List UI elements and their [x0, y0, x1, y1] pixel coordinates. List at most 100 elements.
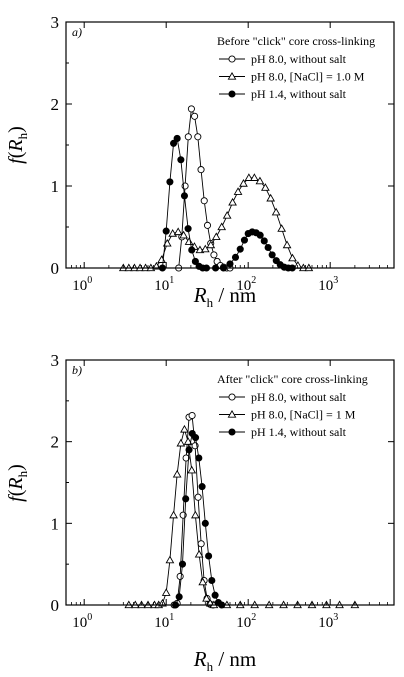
panel-b-legend-label-1: pH 8.0, [NaCl] = 1 M: [251, 408, 356, 422]
panel-b-legend: After "click" core cross-linking pH 8.0,…: [217, 372, 368, 439]
panel-b-legend-item-2: pH 1.4, without salt: [219, 425, 347, 439]
panel-b-y-tick-label-2: 2: [51, 433, 60, 452]
panel-a-legend-marker-0: [229, 56, 235, 62]
panel-b-series-2-point-12: [212, 592, 218, 598]
panel-b-series-2-point-11: [209, 577, 215, 583]
panel-b-y-tick-label-1: 1: [51, 514, 60, 533]
panel-b-legend-title: After "click" core cross-linking: [217, 372, 368, 386]
panel-b-x-tick-label-2: 102: [236, 612, 256, 631]
panel-a-series-2-point-8: [189, 247, 195, 253]
panel-a-y-tick-label-2: 2: [51, 95, 60, 114]
panel-b-series-1-point-11: [177, 440, 184, 446]
panel-a-series-1-point-30: [283, 241, 290, 247]
panel-a-series-0-points: [176, 106, 234, 271]
panel-a-series-1-point-29: [278, 225, 285, 231]
panel-b-series-2-point-8: [199, 483, 205, 489]
panel-a-y-tick-label-0: 0: [51, 259, 60, 278]
panel-a-series-2-point-24: [265, 244, 271, 250]
panel-a-y-tick-label-1: 1: [51, 177, 60, 196]
panel-a-legend-label-1: pH 8.0, [NaCl] = 1.0 M: [251, 70, 365, 84]
panel-b-series-0-point-9: [198, 541, 204, 547]
panel-a-legend-marker-2: [229, 91, 235, 97]
panel-b-legend-item-1: pH 8.0, [NaCl] = 1 M: [219, 408, 356, 422]
panel-b-series-0-point-2: [177, 573, 183, 579]
panel-b-series-1-line: [129, 429, 355, 605]
panel-a-series-2-point-22: [257, 232, 263, 238]
panel-a-legend-label-2: pH 1.4, without salt: [251, 87, 347, 101]
panel-b-series-2-point-6: [192, 434, 198, 440]
panel-a-series-1-point-31: [289, 255, 296, 261]
panel-b-series-1-point-12: [181, 426, 188, 432]
panel-a-series-1-point-27: [267, 195, 274, 201]
panel-b-series-1-point-14: [188, 467, 195, 473]
panel-a-label: a): [72, 25, 82, 39]
panel-a-series-0-point-3: [185, 134, 191, 140]
panel-b-series-1-point-8: [166, 556, 173, 562]
panel-b-series-0-point-6: [189, 412, 195, 418]
panel-b-y-tick-label-3: 3: [51, 351, 60, 370]
panel-a-series-1-point-7: [158, 256, 165, 262]
panel-a-legend-item-1: pH 8.0, [NaCl] = 1.0 M: [219, 70, 365, 84]
panel-b-series-2-point-10: [206, 553, 212, 559]
panel-a-x-axis-label: Rh / nm: [193, 283, 257, 310]
panel-a-series-1-point-10: [175, 228, 182, 234]
panel-b-legend-label-0: pH 8.0, without salt: [251, 390, 347, 404]
panel-a-x-tick-label-3: 103: [318, 275, 338, 294]
panel-a-series-2-point-16: [232, 254, 238, 260]
panel-a-x-tick-label-1: 101: [154, 275, 174, 294]
panel-a-legend-title: Before "click" core cross-linking: [217, 34, 375, 48]
panel-b-x-tick-label-0: 100: [72, 612, 92, 631]
panel-a-series-0-point-11: [211, 252, 217, 258]
panel-a-series-2-point-7: [185, 226, 191, 232]
panel-a-series-1-point-19: [224, 212, 231, 218]
panel-b-label: b): [72, 363, 82, 377]
panel-b-series-2-point-7: [196, 455, 202, 461]
panel-a-series-0-point-9: [204, 222, 210, 228]
panel-a-series-2-point-23: [261, 238, 267, 244]
panel-a-series-2-point-17: [237, 246, 243, 252]
panel-a-legend-item-2: pH 1.4, without salt: [219, 87, 347, 101]
panel-a-series-2-point-6: [181, 193, 187, 199]
panel-a-legend: Before "click" core cross-linking pH 8.0…: [217, 34, 375, 101]
panel-a-marks: [120, 106, 313, 271]
panel-a-y-tick-label-3: 3: [51, 13, 60, 32]
panel-a-series-1-point-17: [213, 233, 220, 239]
panel-a-x-tick-label-0: 100: [72, 275, 92, 294]
panel-b-series-1-points: [125, 426, 358, 608]
panel-a-series-0-point-4: [188, 106, 194, 112]
panel-b-series-1-point-9: [170, 512, 177, 518]
panel-a-y-axis-label: f(Rh): [5, 126, 30, 164]
panel-b-series-2-point-4: [186, 447, 192, 453]
panel-b-series-0-point-8: [195, 494, 201, 500]
panel-a-series-0-point-8: [201, 198, 207, 204]
panel-a-series-1-point-28: [273, 209, 280, 215]
panel-a-series-2-point-4: [174, 135, 180, 141]
panel-b-series-2-point-2: [179, 561, 185, 567]
panel-b-y-axis-label: f(Rh): [5, 464, 30, 502]
panel-a-series-0-point-5: [191, 113, 197, 119]
panel-a-series-1-point-21: [234, 188, 241, 194]
panel-b-series-2-point-3: [183, 496, 189, 502]
panel-a-series-2-point-25: [269, 252, 275, 258]
panel-b-series-2-point-1: [176, 594, 182, 600]
panel-a-series-1-point-18: [218, 223, 225, 229]
panel-b-legend-label-2: pH 1.4, without salt: [251, 425, 347, 439]
panel-b-legend-item-0: pH 8.0, without salt: [219, 390, 347, 404]
panel-b-marks: [125, 412, 358, 608]
panel-b-x-tick-label-1: 101: [154, 612, 174, 631]
panel-a-legend-label-0: pH 8.0, without salt: [251, 52, 347, 66]
panel-a-series-2-point-2: [167, 179, 173, 185]
panel-b-legend-marker-2: [229, 429, 235, 435]
panel-a-series-2-point-1: [163, 228, 169, 234]
panel-a-series-2-point-5: [178, 157, 184, 163]
panel-b-series-2-point-9: [202, 520, 208, 526]
panel-b-series-1-point-10: [174, 471, 181, 477]
panel-a-legend-item-0: pH 8.0, without salt: [219, 52, 347, 66]
panel-a-series-0-point-7: [198, 167, 204, 173]
panel-a-series-0-point-6: [195, 134, 201, 140]
panel-b-x-axis-label: Rh / nm: [193, 647, 257, 674]
panel-b-series-1-point-15: [192, 512, 199, 518]
panel-a: 0123100 101 102 103 a) Before "click" core …: [5, 13, 394, 310]
panel-b-series-1-point-7: [163, 589, 170, 595]
